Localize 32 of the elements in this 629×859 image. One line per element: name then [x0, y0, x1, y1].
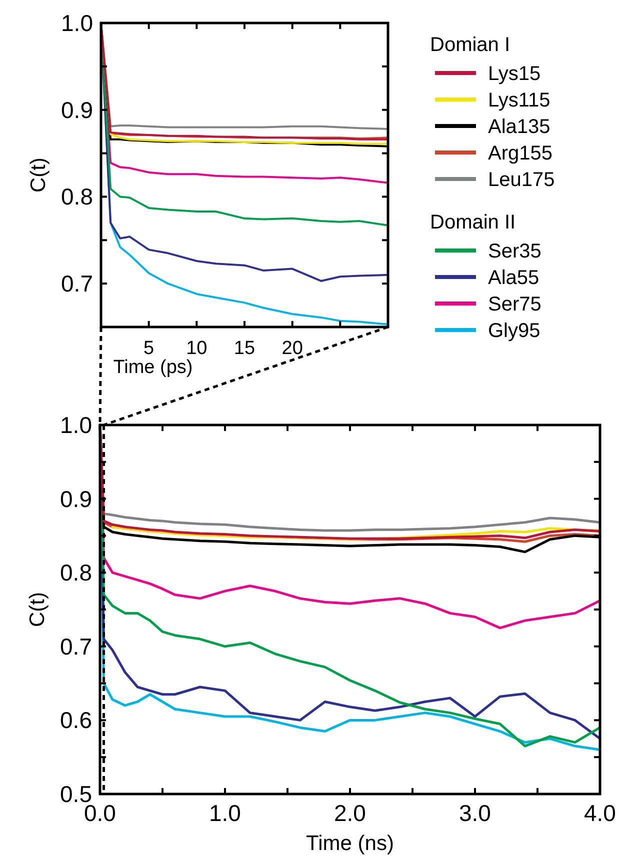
y-tick-label: 0.9 — [60, 486, 92, 512]
legend-label: Ser75 — [488, 294, 542, 316]
x-tick-label: 2.0 — [334, 800, 366, 826]
x-tick-label: 4.0 — [584, 800, 616, 826]
legend-label: Ser35 — [488, 240, 542, 262]
text: Domain II — [430, 212, 516, 234]
y-tick-label: 0.6 — [60, 707, 92, 734]
legend-title: Domian I — [430, 34, 510, 56]
legend-label: Leu175 — [488, 169, 555, 191]
y-tick-label: 1.0 — [60, 412, 92, 438]
x-tick-label: 20 — [282, 338, 303, 359]
x-tick-label: 5 — [144, 338, 154, 359]
y-axis-title: C(t) — [26, 592, 49, 627]
legend-label: Arg155 — [488, 142, 552, 164]
y-tick-label: 0.7 — [61, 270, 93, 297]
y-tick-label: 0.7 — [60, 633, 92, 660]
y-axis-title: C(t) — [27, 158, 50, 192]
y-tick-label: 1.0 — [61, 10, 93, 36]
x-tick-label: 15 — [234, 338, 256, 359]
y-tick-label: 0.9 — [61, 96, 93, 123]
y-tick-label: 0.8 — [60, 560, 92, 586]
x-tick-label: 10 — [186, 338, 208, 359]
x-tick-label: 1.0 — [209, 800, 241, 826]
x-axis-title: Time (ns) — [306, 832, 394, 855]
legend-label: Lys15 — [488, 63, 541, 85]
y-tick-label: 0.8 — [61, 184, 93, 210]
legend-label: Ala55 — [488, 267, 540, 289]
legend-label: Gly95 — [488, 320, 540, 342]
x-tick-label: 3.0 — [459, 800, 491, 826]
legend-label: Ala135 — [488, 116, 550, 138]
legend-label: Lys115 — [488, 90, 550, 112]
x-axis-title: Time (ps) — [113, 357, 193, 378]
